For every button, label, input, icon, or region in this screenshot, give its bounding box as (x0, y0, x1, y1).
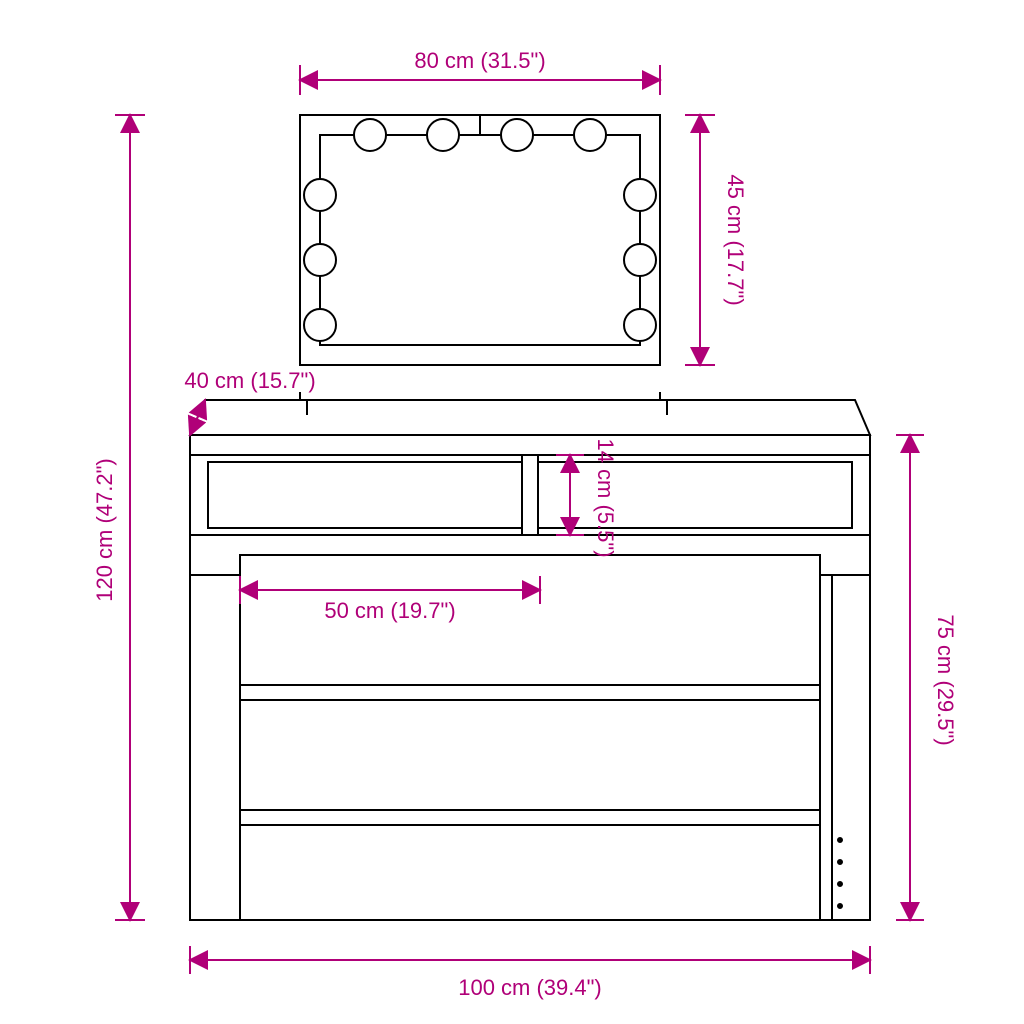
dimension-diagram: 120 cm (47.2") 80 cm (31.5") 45 cm (17.7… (0, 0, 1024, 1024)
dim-total-width: 100 cm (39.4") (190, 946, 870, 1000)
dim-mirror-height: 45 cm (17.7") (685, 115, 748, 365)
furniture-outline (190, 115, 870, 920)
dim-total-width-label: 100 cm (39.4") (458, 975, 602, 1000)
dim-total-height: 120 cm (47.2") (92, 115, 145, 920)
dim-depth-label: 40 cm (15.7") (184, 368, 315, 393)
dim-drawer-height-label: 14 cm (5.5") (593, 438, 618, 557)
dim-drawer-width: 50 cm (19.7") (240, 576, 540, 623)
dim-total-height-label: 120 cm (47.2") (92, 458, 117, 602)
dim-drawer-width-label: 50 cm (19.7") (324, 598, 455, 623)
dim-mirror-width-label: 80 cm (31.5") (414, 48, 545, 73)
dim-mirror-width: 80 cm (31.5") (300, 48, 660, 95)
dim-table-height-label: 75 cm (29.5") (933, 614, 958, 745)
dim-table-height: 75 cm (29.5") (896, 435, 958, 920)
dim-mirror-height-label: 45 cm (17.7") (723, 174, 748, 305)
